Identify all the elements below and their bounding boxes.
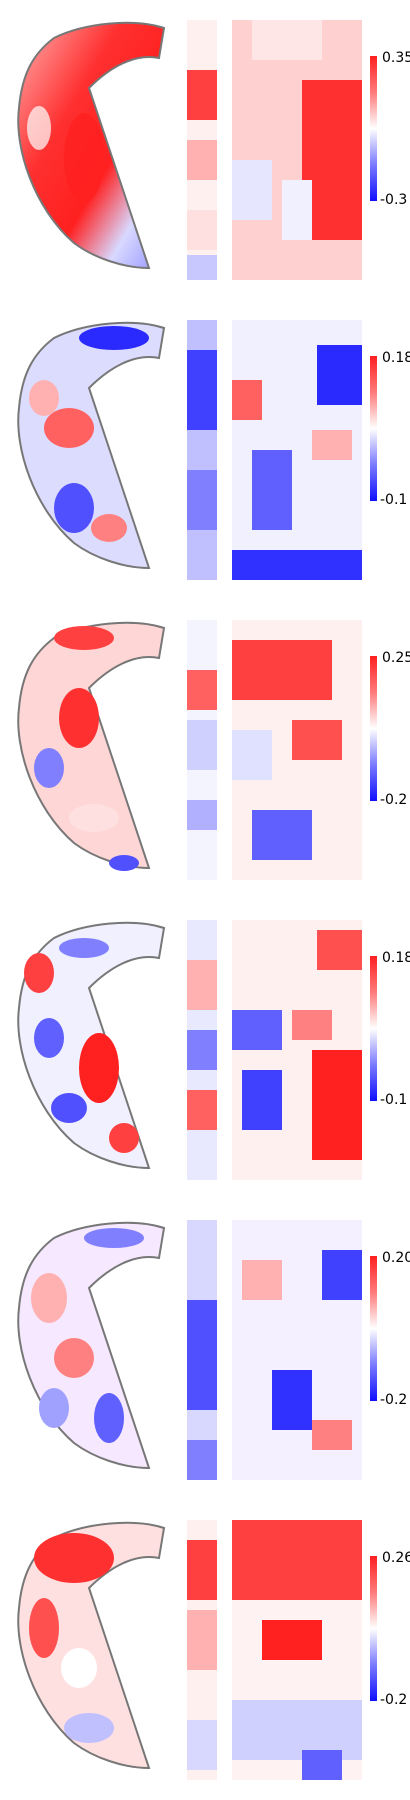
hippocampus-surface-render bbox=[14, 918, 174, 1180]
hippocampus-surface-render bbox=[14, 18, 174, 280]
surface-panel-6: 0.26 -0.2 bbox=[0, 1500, 410, 1800]
unfolded-strip-render bbox=[187, 620, 217, 880]
unfolded-strip-render bbox=[187, 20, 217, 280]
surface-panel-5: 0.20 -0.2 bbox=[0, 1200, 410, 1500]
colorbar bbox=[370, 356, 377, 501]
surface-panel-4: 0.18 -0.1 bbox=[0, 900, 410, 1200]
hippocampus-surface-render bbox=[14, 1218, 174, 1480]
flatmap-render bbox=[232, 1520, 362, 1780]
unfolded-strip-render bbox=[187, 1220, 217, 1480]
hippocampus-surface-render bbox=[14, 618, 174, 880]
colorbar-min-label: -0.2 bbox=[380, 1692, 407, 1708]
flatmap-render bbox=[232, 620, 362, 880]
surface-panel-3: 0.25 -0.2 bbox=[0, 600, 410, 900]
unfolded-strip-render bbox=[187, 920, 217, 1180]
unfolded-strip-render bbox=[187, 320, 217, 580]
hippocampus-surface-render bbox=[14, 318, 174, 580]
colorbar bbox=[370, 56, 377, 201]
flatmap-render bbox=[232, 20, 362, 280]
surface-panel-2: 0.18 -0.1 bbox=[0, 300, 410, 600]
colorbar-min-label: -0.3 bbox=[380, 192, 407, 208]
colorbar bbox=[370, 1256, 377, 1401]
flatmap-render bbox=[232, 1220, 362, 1480]
colorbar-min-label: -0.1 bbox=[380, 492, 407, 508]
flatmap-render bbox=[232, 920, 362, 1180]
colorbar-min-label: -0.2 bbox=[380, 792, 407, 808]
colorbar-min-label: -0.1 bbox=[380, 1092, 407, 1108]
colorbar-min-label: -0.2 bbox=[380, 1392, 407, 1408]
colorbar-max-label: 0.18 bbox=[382, 350, 410, 366]
hippocampus-surface-render bbox=[14, 1518, 174, 1780]
colorbar-max-label: 0.18 bbox=[382, 950, 410, 966]
colorbar-max-label: 0.25 bbox=[382, 650, 410, 666]
colorbar-max-label: 0.20 bbox=[382, 1250, 410, 1266]
colorbar-max-label: 0.35 bbox=[382, 50, 410, 66]
colorbar bbox=[370, 656, 377, 801]
colorbar bbox=[370, 956, 377, 1101]
flatmap-render bbox=[232, 320, 362, 580]
colorbar-max-label: 0.26 bbox=[382, 1550, 410, 1566]
surface-panel-1: 0.35 -0.3 bbox=[0, 0, 410, 300]
unfolded-strip-render bbox=[187, 1520, 217, 1780]
colorbar bbox=[370, 1556, 377, 1701]
